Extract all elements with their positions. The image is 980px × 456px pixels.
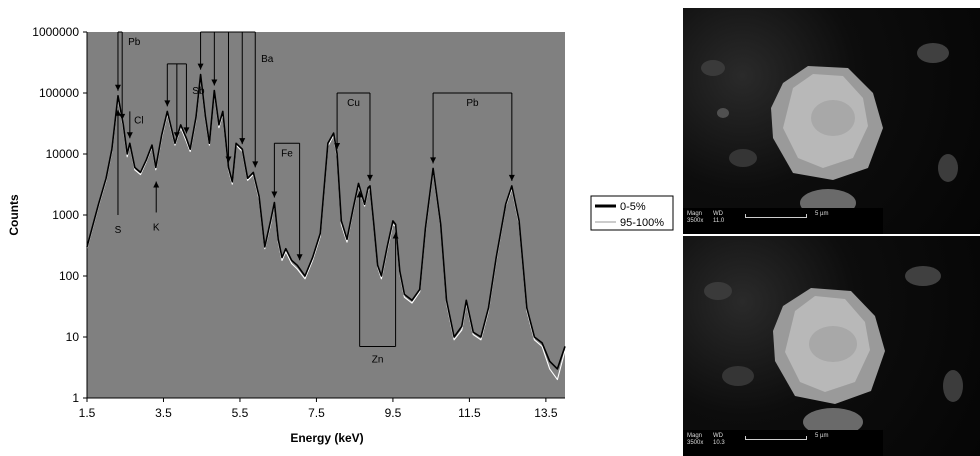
x-tick-label: 3.5 xyxy=(155,406,172,420)
y-tick-label: 1 xyxy=(72,391,79,405)
x-tick-label: 7.5 xyxy=(308,406,325,420)
x-tick-label: 1.5 xyxy=(79,406,96,420)
y-tick-label: 1000 xyxy=(52,208,79,222)
scale-bar-top xyxy=(745,214,807,218)
legend-label-series-1: 0-5% xyxy=(620,201,646,213)
annotation-arrowhead xyxy=(252,161,259,168)
annotation-arrowhead xyxy=(114,109,121,116)
sem-info-bar-bottom: Magn 3500x WD 10.3 5 µm xyxy=(683,430,883,456)
series-line-1 xyxy=(86,73,566,370)
eds-spectrum-chart: Pb Sb Ba Cl S K Fe Cu Zn Pb 1 10 100 1000 10000 100000… xyxy=(7,25,674,445)
element-label: Cu xyxy=(347,98,360,109)
y-tick-label: 10000 xyxy=(46,147,80,161)
sem-info-bar-top: Magn 3500x WD 11.0 5 µm xyxy=(683,208,883,234)
annotation-arrowhead xyxy=(197,63,204,70)
annotation-arrowhead xyxy=(296,254,303,261)
element-label: Pb xyxy=(128,37,141,48)
particle-micrograph-top xyxy=(701,43,958,217)
x-axis-title: Energy (keV) xyxy=(290,431,363,445)
series-layer xyxy=(86,73,566,381)
annotation-arrowhead xyxy=(164,100,171,107)
annotation-arrowhead xyxy=(173,132,180,139)
x-tick-label: 11.5 xyxy=(458,406,481,420)
x-tick-label: 5.5 xyxy=(232,406,249,420)
axis-layer: 1 10 100 1000 10000 100000 1000000 1.5 3.5 5.5 7.5… xyxy=(32,25,565,420)
element-label: Cl xyxy=(134,115,143,126)
scale-label-top: 5 µm xyxy=(815,211,829,217)
annotation-arrowhead xyxy=(211,79,218,86)
wd-value-bottom: 10.3 xyxy=(713,440,725,446)
particle-micrograph-bottom xyxy=(704,266,963,436)
legend-label-series-2: 95-100% xyxy=(620,217,664,229)
annotation-arrowhead xyxy=(356,191,363,198)
scale-label-bottom: 5 µm xyxy=(815,433,829,439)
annotation-arrowhead xyxy=(366,174,373,181)
annotation-arrowhead xyxy=(153,181,160,188)
element-label: K xyxy=(153,222,160,233)
sem-image-bottom: Magn 3500x WD 10.3 5 µm xyxy=(683,236,980,456)
magn-value-top: 3500x xyxy=(687,218,704,224)
annotation-arrowhead xyxy=(126,132,133,139)
magn-label-top: Magn xyxy=(687,211,703,217)
annotation-layer: Pb Sb Ba Cl S K Fe Cu Zn Pb xyxy=(114,31,515,365)
x-tick-label: 9.5 xyxy=(385,406,402,420)
annotation-arrowhead xyxy=(508,174,515,181)
wd-label-top: WD xyxy=(713,211,723,217)
sem-image-top: Magn 3500x WD 11.0 5 µm xyxy=(683,8,980,234)
magn-label-bottom: Magn xyxy=(687,433,703,439)
element-label: Pb xyxy=(466,98,479,109)
scale-bar-bottom xyxy=(745,436,807,440)
annotation-arrowhead xyxy=(239,138,246,145)
y-tick-label: 100000 xyxy=(39,86,79,100)
y-tick-label: 1000000 xyxy=(32,25,79,39)
annotation-arrowhead xyxy=(392,232,399,239)
element-label: Fe xyxy=(281,148,293,159)
annotation-arrowhead xyxy=(334,143,341,149)
magn-value-bottom: 3500x xyxy=(687,440,704,446)
element-label: S xyxy=(115,225,122,236)
wd-label-bottom: WD xyxy=(713,433,723,439)
annotation-arrowhead xyxy=(183,127,190,134)
element-label: Ba xyxy=(261,54,274,65)
y-tick-label: 100 xyxy=(59,269,79,283)
element-label: Sb xyxy=(192,86,205,97)
element-label: Zn xyxy=(372,354,384,365)
annotation-arrowhead xyxy=(114,84,121,91)
annotation-arrowhead xyxy=(271,191,278,198)
wd-value-top: 11.0 xyxy=(713,218,725,224)
plot-area xyxy=(87,32,565,398)
legend-box xyxy=(590,195,674,231)
y-tick-label: 10 xyxy=(66,330,80,344)
legend: 0-5% 95-100% xyxy=(590,195,674,231)
y-axis-title: Counts xyxy=(7,194,21,236)
annotation-arrowhead xyxy=(225,156,232,163)
annotation-arrowhead xyxy=(430,157,437,164)
x-tick-label: 13.5 xyxy=(534,406,558,420)
